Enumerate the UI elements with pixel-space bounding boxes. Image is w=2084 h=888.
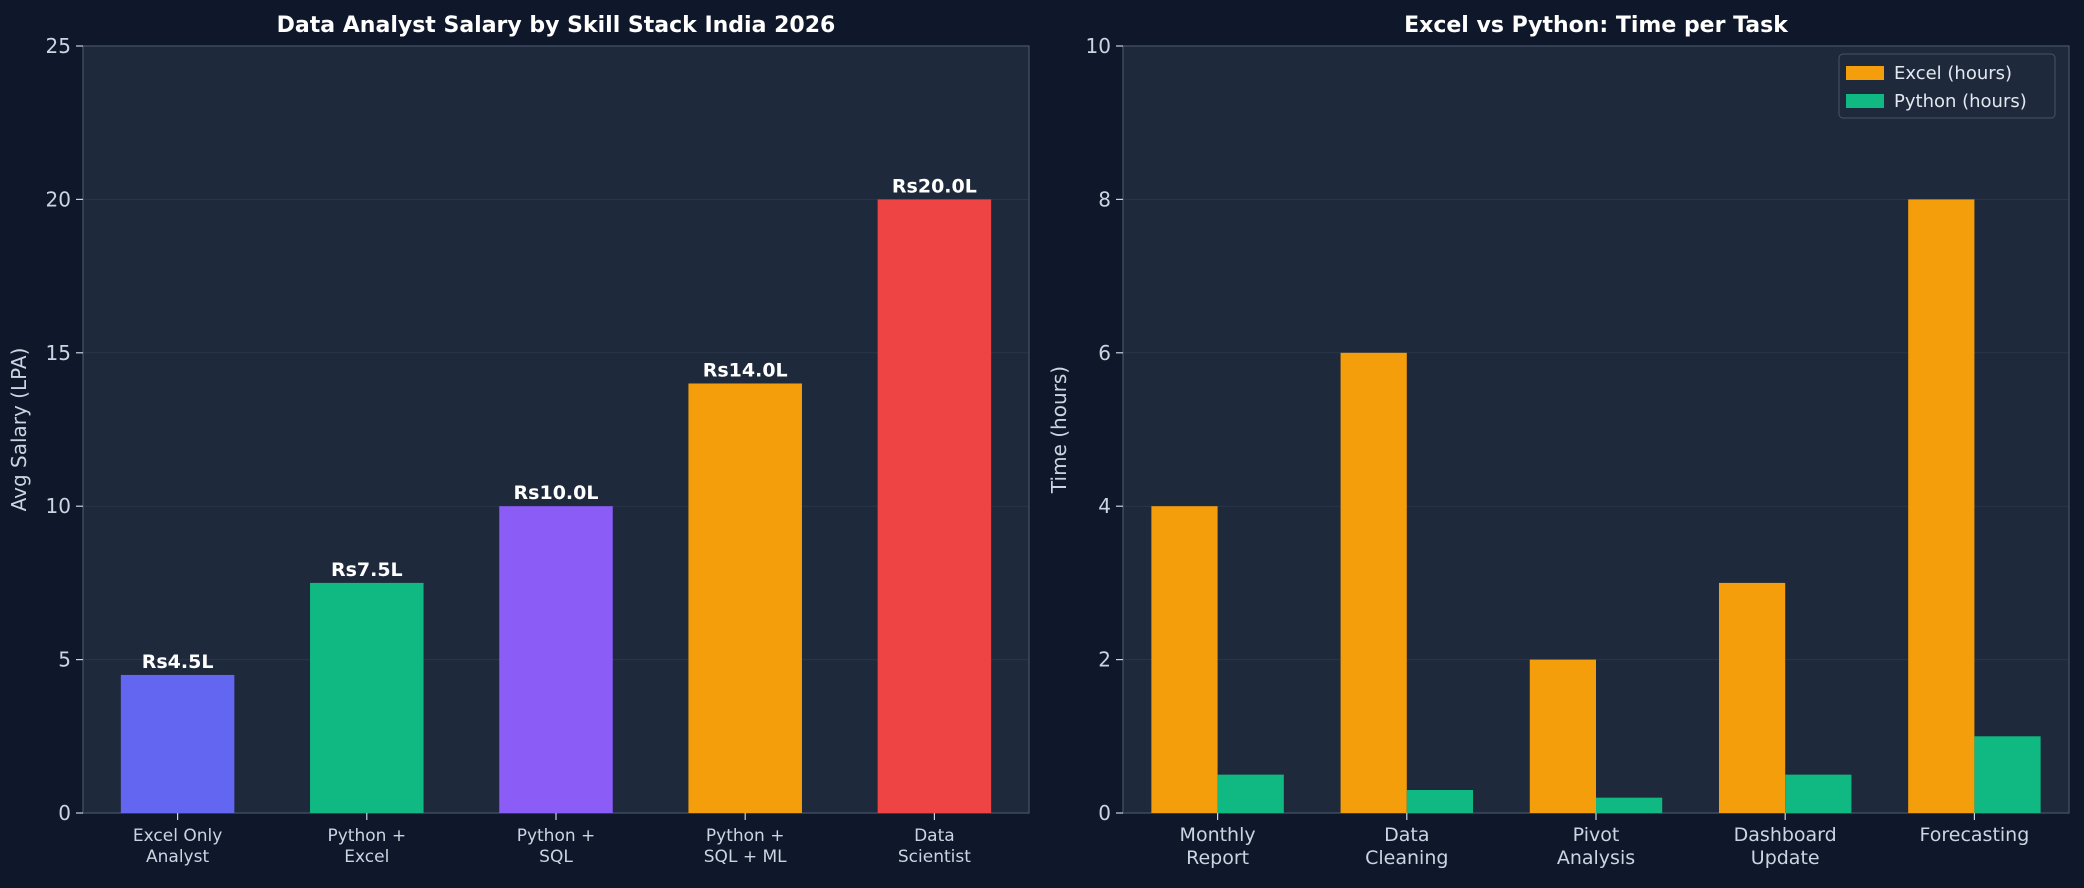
bar-excel: [1718, 582, 1786, 813]
bar-excel: [1151, 506, 1218, 813]
x-tick-label: Python +: [706, 826, 785, 846]
y-axis-label: Avg Salary (LPA): [7, 348, 31, 512]
bar: [120, 674, 235, 813]
y-tick-label: 5: [58, 648, 71, 672]
chart-2: 0 2 4 6 8 10 Time (hours) Excel vs Python: Time…: [1047, 13, 2070, 869]
y-tick-label: 6: [1098, 341, 1111, 365]
bar-python: [1785, 774, 1852, 813]
data-label: Rs14.0L: [703, 359, 788, 381]
x-tick-label: Dashboard: [1734, 824, 1837, 846]
bar-excel: [1908, 199, 1975, 813]
bar-excel: [1529, 659, 1596, 813]
y-tick-label: 0: [58, 801, 71, 825]
y-tick-label: 2: [1098, 648, 1111, 672]
legend-swatch: [1846, 94, 1884, 108]
x-tick-label: Excel: [344, 847, 389, 867]
x-tick-label: SQL + ML: [704, 847, 787, 867]
x-tick-label: Analysis: [1557, 847, 1635, 869]
x-tick-label: SQL: [539, 847, 573, 867]
x-tick-label: Python +: [517, 826, 596, 846]
data-label: Rs7.5L: [331, 559, 403, 581]
bar: [877, 199, 992, 813]
legend-label: Excel (hours): [1894, 63, 2012, 84]
legend-box: [1838, 53, 2056, 119]
y-tick-label: 0: [1098, 801, 1111, 825]
x-tick-label: Cleaning: [1365, 847, 1448, 869]
y-tick-label: 10: [46, 494, 71, 518]
y-tick-label: 10: [1086, 34, 1111, 58]
chart-title: Data Analyst Salary by Skill Stack India…: [277, 13, 836, 38]
bar-python: [1596, 797, 1663, 813]
y-tick-label: 20: [46, 187, 71, 211]
chart-1: 0 5 10 15 20 25 Avg Salary (LPA) Data Analyst S…: [7, 13, 1030, 867]
legend-label: Python (hours): [1894, 91, 2027, 112]
bar-excel: [1340, 352, 1407, 813]
x-tick-label: Data: [914, 826, 955, 846]
x-tick-label: Report: [1186, 847, 1249, 869]
x-tick-label: Scientist: [898, 847, 971, 867]
bar-python: [1974, 736, 2041, 813]
bar: [499, 506, 613, 813]
data-label: Rs4.5L: [142, 651, 214, 673]
legend-swatch: [1846, 66, 1884, 80]
bar: [688, 383, 802, 813]
x-tick-label: Update: [1751, 847, 1820, 869]
y-tick-label: 8: [1098, 187, 1111, 211]
x-tick-label: Pivot: [1573, 824, 1620, 846]
bar: [310, 582, 424, 813]
bar-python: [1406, 789, 1474, 813]
x-tick-label: Data: [1384, 824, 1429, 846]
x-tick-label: Excel Only: [133, 826, 222, 846]
legend: Excel (hours) Python (hours): [1838, 53, 2056, 119]
x-tick-label: Analyst: [146, 847, 209, 867]
x-tick-label: Python +: [328, 826, 407, 846]
chart-title: Excel vs Python: Time per Task: [1404, 13, 1789, 38]
data-label: Rs20.0L: [892, 175, 977, 197]
x-tick-label: Monthly: [1180, 824, 1256, 846]
y-tick-label: 15: [46, 341, 71, 365]
y-tick-label: 25: [46, 34, 71, 58]
y-axis-label: Time (hours): [1047, 366, 1071, 494]
x-tick-label: Forecasting: [1920, 824, 2030, 846]
y-tick-label: 4: [1098, 494, 1111, 518]
data-label: Rs10.0L: [514, 482, 599, 504]
bar-python: [1217, 774, 1284, 813]
